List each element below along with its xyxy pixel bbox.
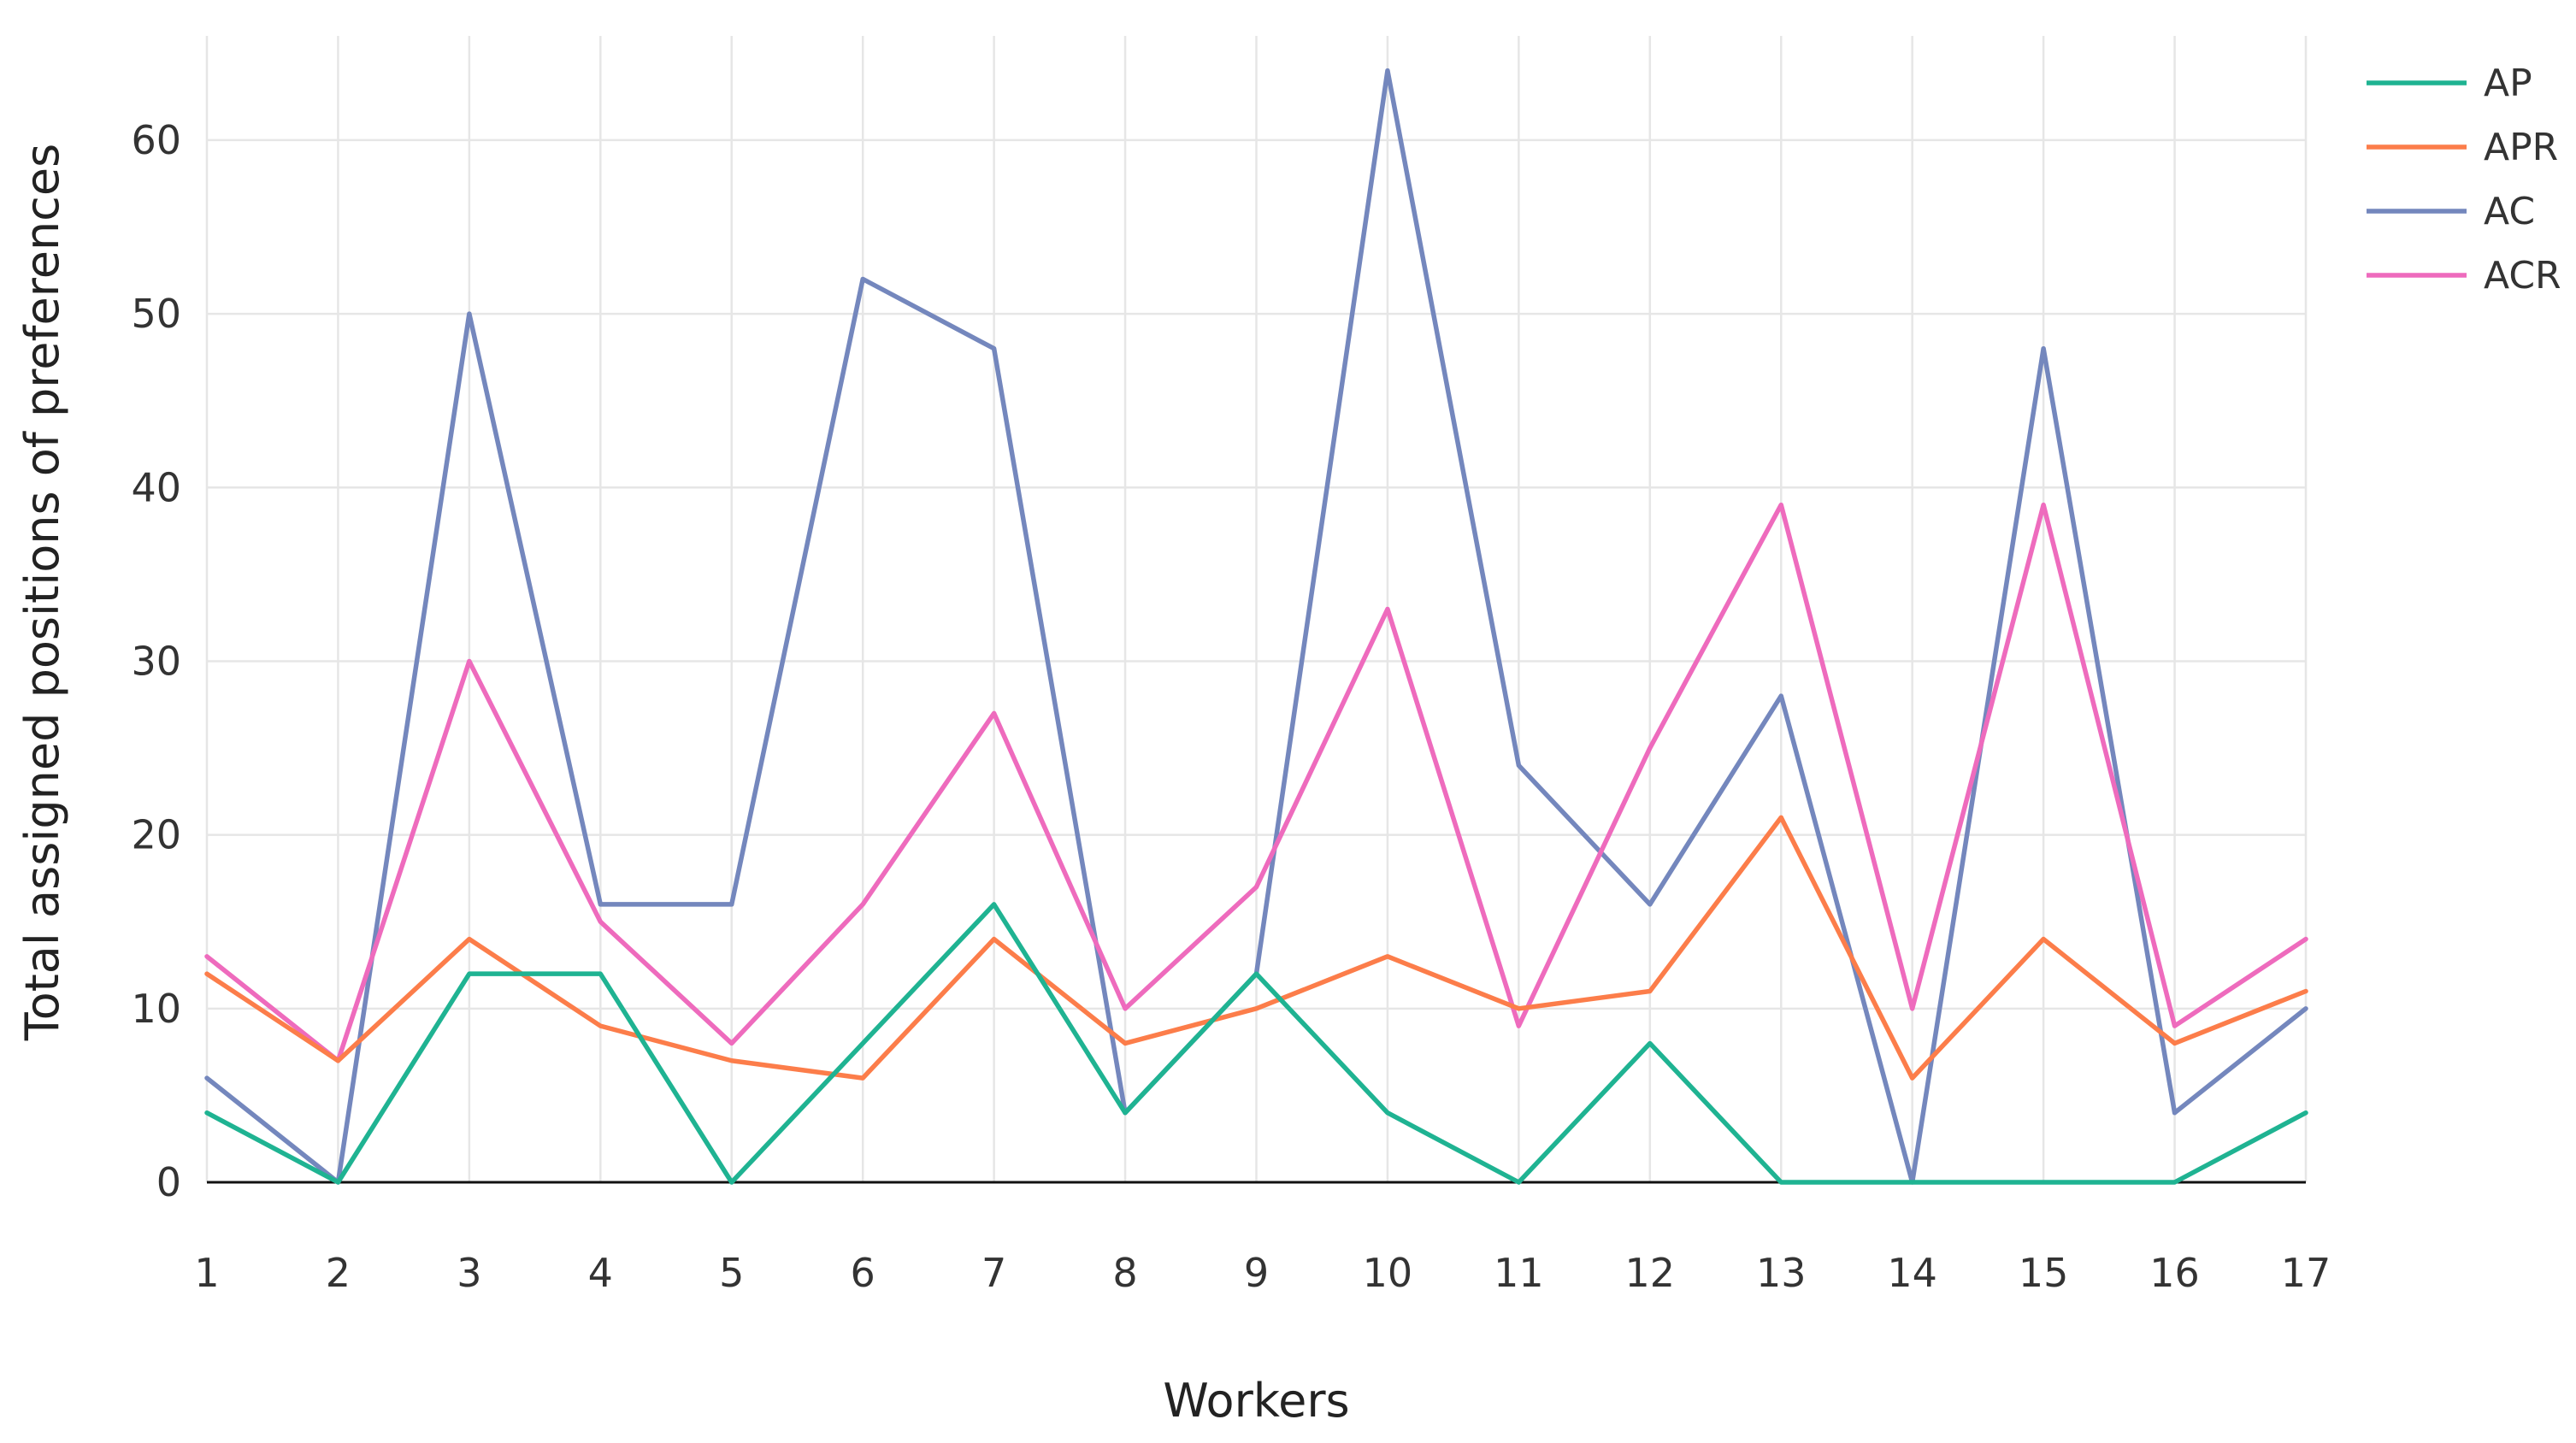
x-tick-label: 6 bbox=[851, 1250, 875, 1296]
x-tick-label: 4 bbox=[588, 1250, 613, 1296]
legend: AP APR AC ACR bbox=[2367, 62, 2561, 297]
legend-item-acr[interactable]: ACR bbox=[2367, 254, 2561, 297]
x-tick-label: 16 bbox=[2149, 1250, 2200, 1296]
x-tick-label: 2 bbox=[326, 1250, 351, 1296]
legend-item-ap[interactable]: AP bbox=[2367, 62, 2532, 105]
series-lines bbox=[204, 68, 2308, 1185]
series-line-acr bbox=[204, 502, 2308, 1063]
x-tick-label: 8 bbox=[1112, 1250, 1137, 1296]
y-tick-label: 60 bbox=[131, 117, 181, 163]
x-tick-label: 13 bbox=[1756, 1250, 1807, 1296]
y-tick-label: 20 bbox=[131, 812, 181, 858]
y-tick-label: 40 bbox=[131, 464, 181, 510]
y-tick-label: 10 bbox=[131, 986, 181, 1032]
legend-item-ac[interactable]: AC bbox=[2367, 190, 2535, 233]
x-axis-title: Workers bbox=[1163, 1374, 1349, 1428]
series-line-ap bbox=[204, 902, 2308, 1185]
x-tick-label: 3 bbox=[457, 1250, 481, 1296]
legend-label: AP bbox=[2484, 62, 2532, 105]
series-line-apr bbox=[204, 815, 2308, 1081]
x-tick-label: 15 bbox=[2019, 1250, 2069, 1296]
legend-label: AC bbox=[2484, 190, 2535, 233]
x-tick-label: 12 bbox=[1625, 1250, 1676, 1296]
y-tick-label: 0 bbox=[156, 1159, 181, 1205]
x-tick-label: 10 bbox=[1363, 1250, 1413, 1296]
x-tick-label: 5 bbox=[719, 1250, 744, 1296]
y-tick-label: 50 bbox=[131, 291, 181, 337]
x-tick-label: 14 bbox=[1887, 1250, 1937, 1296]
x-tick-label: 11 bbox=[1494, 1250, 1544, 1296]
y-tick-label: 30 bbox=[131, 638, 181, 684]
legend-item-apr[interactable]: APR bbox=[2367, 126, 2558, 169]
legend-label: ACR bbox=[2484, 254, 2561, 297]
legend-label: APR bbox=[2484, 126, 2558, 169]
y-axis-title: Total assigned positions of preferences bbox=[15, 144, 69, 1041]
x-tick-label: 17 bbox=[2281, 1250, 2331, 1296]
x-tick-label: 7 bbox=[981, 1250, 1006, 1296]
x-tick-label: 9 bbox=[1244, 1250, 1269, 1296]
x-tick-label: 1 bbox=[194, 1250, 219, 1296]
